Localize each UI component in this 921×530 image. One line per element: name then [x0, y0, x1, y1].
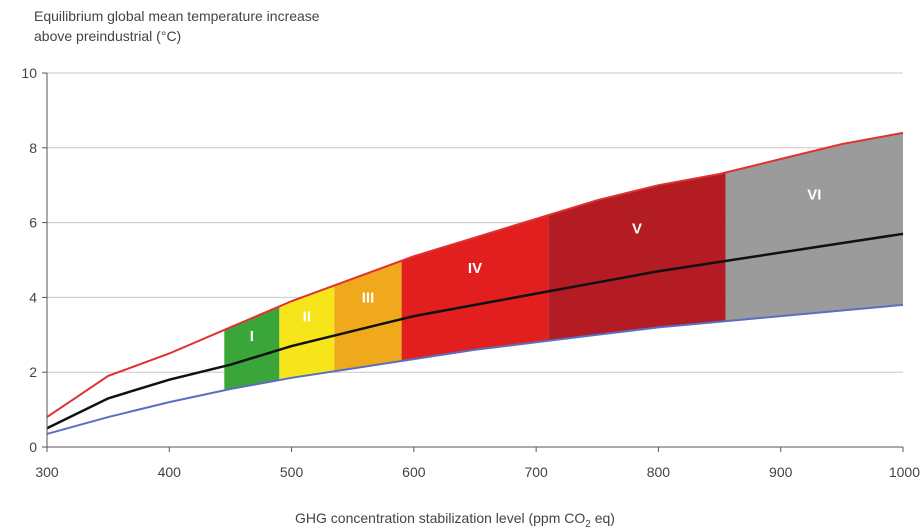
x-tick-label: 700 — [524, 464, 548, 480]
series-line-lower — [46, 303, 904, 435]
category-label-IV: IV — [468, 260, 482, 277]
x-tick-label: 600 — [402, 464, 426, 480]
x-axis-title: GHG concentration stabilization level (p… — [295, 510, 615, 530]
x-tick-label: 800 — [647, 464, 671, 480]
category-band-V — [548, 172, 726, 341]
category-band-VI — [725, 132, 903, 322]
y-tick-label: 8 — [29, 140, 37, 156]
y-tick-label: 4 — [29, 289, 37, 305]
category-label-V: V — [632, 221, 642, 238]
category-band-I — [224, 306, 280, 391]
y-tick-label: 0 — [29, 439, 37, 455]
y-tick-label: 2 — [29, 364, 37, 380]
x-tick-label: 300 — [35, 464, 59, 480]
category-label-VI: VI — [807, 186, 821, 203]
x-tick-label: 400 — [158, 464, 182, 480]
y-tick-label: 10 — [21, 65, 37, 81]
category-label-III: III — [362, 289, 375, 306]
category-label-II: II — [303, 309, 311, 326]
axes: 0 2 4 6 8 10 300 400 500 600 700 800 900 1000 — [21, 65, 920, 480]
series-lines — [46, 131, 904, 435]
x-tick-label: 1000 — [889, 464, 920, 480]
series-line-best_estimate — [46, 232, 904, 430]
category-band-IV — [401, 215, 549, 361]
category-band-III — [334, 260, 402, 372]
x-tick-label: 900 — [769, 464, 793, 480]
y-tick-label: 6 — [29, 215, 37, 231]
series-line-upper — [46, 131, 904, 418]
y-axis-title-line-2: above preindustrial (°C) — [34, 28, 182, 44]
y-axis-title-line-1: Equilibrium global mean temperature incr… — [34, 8, 320, 24]
category-label-I: I — [250, 328, 254, 345]
category-bands — [224, 132, 903, 391]
x-tick-label: 500 — [280, 464, 304, 480]
category-band-II — [279, 285, 335, 381]
